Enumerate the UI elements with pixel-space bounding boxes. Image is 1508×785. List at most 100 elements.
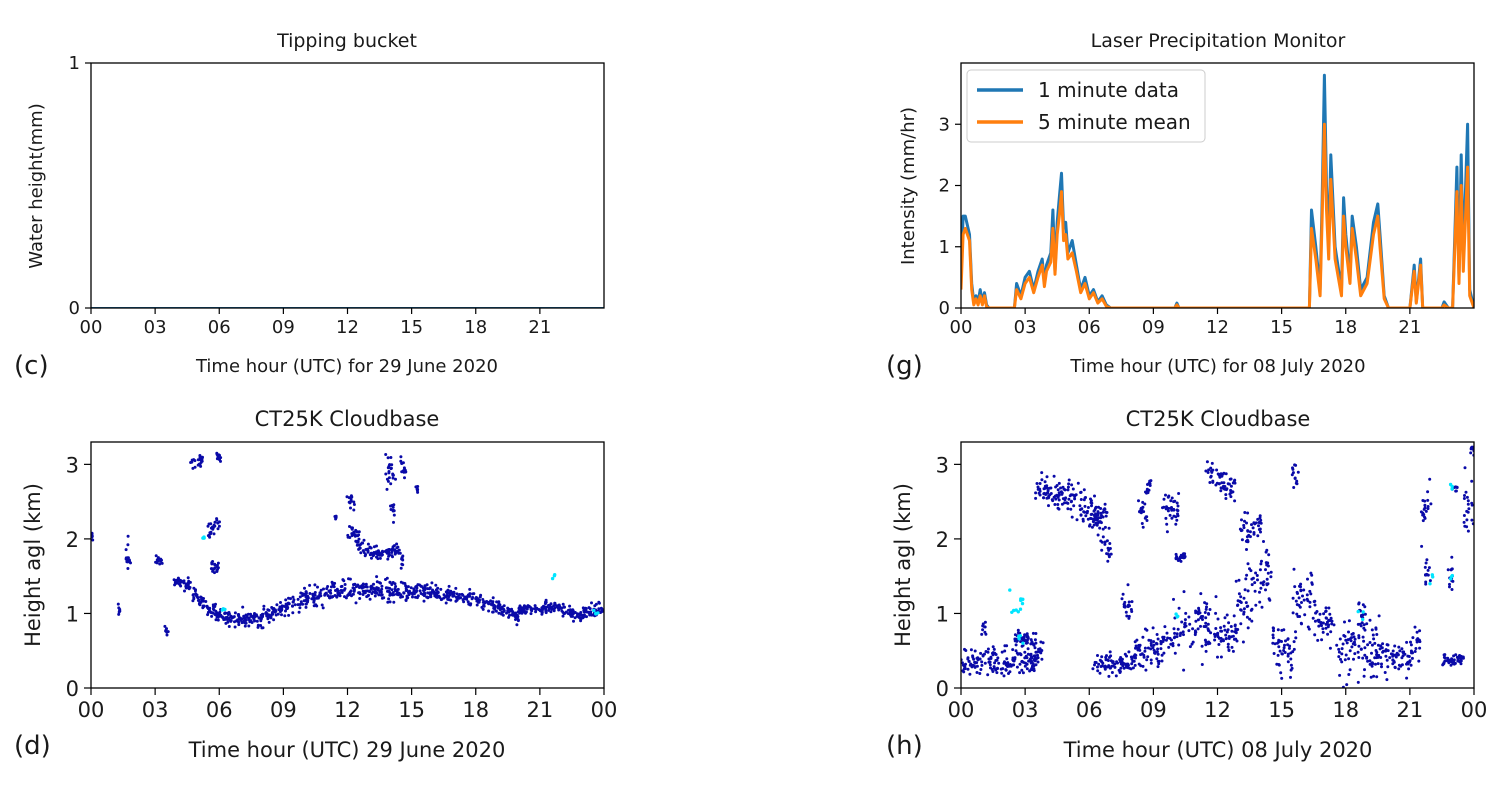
- scatter-point-main: [425, 583, 429, 587]
- scatter-point-main: [190, 460, 194, 464]
- scatter-point-main: [1096, 654, 1099, 657]
- scatter-point-main: [968, 672, 972, 676]
- scatter-point-main: [1096, 511, 1100, 515]
- y-tick-label: 3: [936, 453, 949, 477]
- scatter-point-main: [1427, 566, 1431, 570]
- scatter-point-main: [1463, 524, 1467, 528]
- scatter-point-main: [1409, 663, 1413, 667]
- scatter-point-main: [1224, 633, 1228, 637]
- scatter-point-main: [1214, 611, 1218, 615]
- scatter-point-main: [1172, 597, 1175, 601]
- scatter-point-main: [1205, 460, 1209, 464]
- scatter-point-main: [359, 551, 363, 555]
- scatter-point-main: [1184, 611, 1188, 615]
- scatter-point-main: [212, 608, 216, 612]
- scatter-point-main: [384, 453, 388, 456]
- x-tick-label: 00: [1461, 698, 1488, 722]
- scatter-point-main: [1465, 518, 1469, 522]
- scatter-point-main: [1301, 594, 1304, 598]
- scatter-point-main: [261, 612, 265, 616]
- scatter-point-main: [318, 593, 322, 597]
- scatter-point-main: [496, 606, 500, 610]
- scatter-point-main: [1170, 496, 1174, 500]
- scatter-point-main: [399, 455, 403, 459]
- scatter-point-main: [593, 604, 597, 608]
- scatter-point-main: [1217, 643, 1221, 646]
- scatter-point-main: [1103, 525, 1107, 529]
- scatter-point-main: [192, 597, 196, 601]
- scatter-point-main: [1033, 659, 1037, 663]
- scatter-point-main: [1219, 486, 1223, 490]
- scatter-point-main: [1287, 646, 1291, 650]
- scatter-point-main: [1356, 680, 1360, 684]
- scatter-point-main: [1243, 511, 1247, 514]
- scatter-point-main: [454, 599, 458, 603]
- scatter-point-main: [1373, 641, 1377, 645]
- scatter-point-main: [1451, 662, 1455, 666]
- scatter-point-main: [575, 614, 579, 618]
- scatter-point-main: [1384, 649, 1388, 653]
- scatter-point-main: [1219, 472, 1223, 476]
- scatter-point-main: [1370, 643, 1374, 647]
- scatter-point-main: [1033, 646, 1037, 650]
- scatter-point-main: [471, 592, 475, 596]
- scatter-point-main: [1391, 654, 1395, 658]
- scatter-point-main: [1461, 656, 1465, 660]
- scatter-point-main: [1103, 540, 1107, 544]
- scatter-point-main: [1215, 468, 1219, 472]
- scatter-point-main: [1110, 671, 1114, 674]
- scatter-point-main: [967, 659, 971, 663]
- scatter-point-main: [1066, 501, 1070, 505]
- scatter-point-light: [1019, 598, 1023, 603]
- scatter-point-main: [1363, 653, 1367, 657]
- scatter-point-main: [1276, 628, 1280, 632]
- scatter-point-main: [210, 614, 214, 618]
- panel-c-xlabel: Time hour (UTC) for 29 June 2020: [195, 356, 498, 377]
- scatter-point-main: [1103, 542, 1107, 546]
- scatter-point-main: [1424, 561, 1428, 565]
- scatter-point-main: [356, 540, 360, 544]
- scatter-point-main: [380, 584, 384, 588]
- scatter-point-main: [1066, 488, 1070, 492]
- scatter-point-main: [1362, 639, 1366, 643]
- panel-d-xlabel: Time hour (UTC) 29 June 2020: [188, 738, 506, 762]
- scatter-point-main: [1170, 516, 1174, 520]
- scatter-point-main: [1324, 606, 1328, 610]
- scatter-point-main: [390, 551, 394, 554]
- scatter-point-main: [1232, 479, 1236, 483]
- scatter-point-main: [1137, 499, 1140, 503]
- scatter-point-main: [1265, 582, 1269, 586]
- scatter-point-main: [1377, 614, 1381, 618]
- scatter-point-main: [1227, 649, 1231, 652]
- scatter-point-main: [980, 660, 984, 664]
- scatter-point-main: [1459, 657, 1463, 660]
- scatter-point-main: [1250, 607, 1254, 611]
- scatter-point-main: [501, 613, 505, 617]
- scatter-point-main: [1060, 492, 1064, 496]
- scatter-point-main: [1291, 596, 1295, 600]
- scatter-point-main: [1409, 643, 1413, 647]
- scatter-point-main: [1405, 640, 1409, 644]
- legend-box: [966, 69, 1206, 143]
- scatter-point-main: [1459, 659, 1463, 663]
- scatter-point-main: [1165, 631, 1169, 635]
- scatter-point-main: [1013, 656, 1017, 660]
- panel-g-ylabel: Intensity (mm/hr): [898, 107, 919, 265]
- scatter-point-main: [439, 598, 443, 602]
- scatter-point-main: [316, 585, 319, 589]
- scatter-point-main: [1021, 636, 1025, 640]
- scatter-point-main: [1172, 627, 1176, 631]
- scatter-point-main: [1137, 662, 1141, 666]
- scatter-point-main: [1298, 615, 1302, 618]
- scatter-point-main: [1305, 593, 1309, 597]
- scatter-point-main: [579, 619, 583, 623]
- scatter-point-main: [1079, 513, 1083, 517]
- scatter-point-main: [1093, 663, 1096, 667]
- scatter-point-main: [1230, 629, 1234, 633]
- scatter-point-main: [1161, 640, 1165, 643]
- scatter-point-main: [1209, 466, 1213, 470]
- scatter-point-main: [1090, 512, 1094, 516]
- scatter-point-main: [1016, 631, 1020, 635]
- scatter-point-main: [1216, 617, 1220, 621]
